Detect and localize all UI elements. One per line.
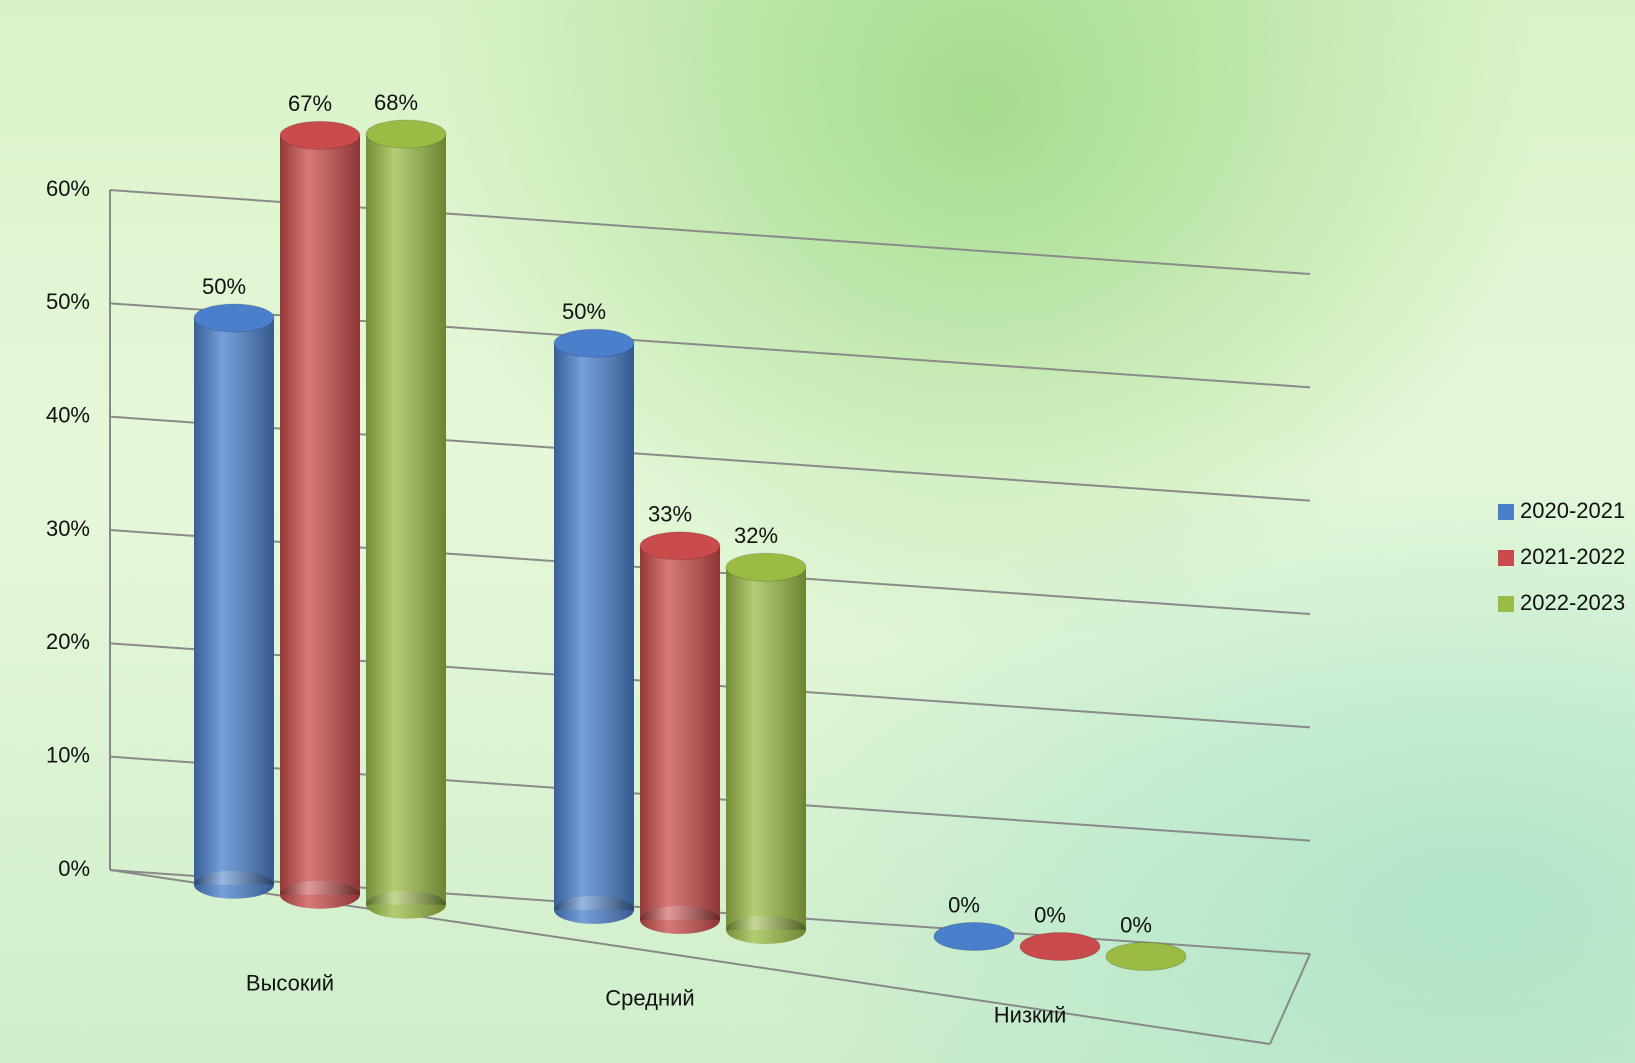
y-tick-label: 30%: [46, 516, 90, 541]
data-label: 50%: [202, 274, 246, 299]
cylinder-top: [640, 532, 720, 560]
data-label: 68%: [374, 90, 418, 115]
x-tick-label: Высокий: [246, 971, 334, 996]
cylinder: [640, 532, 720, 934]
cylinder-shade-bottom: [194, 871, 274, 899]
cylinder-shade-bottom: [640, 906, 720, 934]
legend-swatch: [1498, 596, 1514, 612]
cylinder: [194, 304, 274, 899]
floor-edge: [1270, 954, 1310, 1044]
cylinder-shade: [726, 567, 806, 930]
data-label: 33%: [648, 502, 692, 527]
x-tick-label: Средний: [605, 986, 694, 1011]
cylinder-top: [366, 120, 446, 148]
y-tick-label: 60%: [46, 176, 90, 201]
cylinder-top: [934, 923, 1014, 951]
y-tick-label: 40%: [46, 402, 90, 427]
data-label: 67%: [288, 91, 332, 116]
cylinder-shade-bottom: [280, 881, 360, 909]
cylinder: [1106, 943, 1186, 971]
data-label: 50%: [562, 299, 606, 324]
y-tick-label: 10%: [46, 742, 90, 767]
cylinder-top: [1020, 933, 1100, 961]
cylinder-shade: [366, 134, 446, 905]
y-tick-label: 20%: [46, 629, 90, 654]
legend-label: 2022-2023: [1520, 590, 1625, 615]
legend-label: 2020-2021: [1520, 498, 1625, 523]
data-label: 0%: [1034, 902, 1066, 927]
cylinder-top: [554, 329, 634, 357]
cylinder: [934, 923, 1014, 951]
cylinder: [554, 329, 634, 924]
page: {"chart_data": {"type": "bar3d", "catego…: [0, 0, 1635, 1063]
cylinder-shade: [194, 318, 274, 885]
cylinder-shade: [554, 343, 634, 910]
legend-swatch: [1498, 504, 1514, 520]
data-label: 0%: [948, 892, 980, 917]
cylinder: [366, 120, 446, 919]
chart: 0% 10% 20% 30% 40% 50% 60% Высокий 50% 67% 68% Сред…: [0, 0, 1635, 1063]
cylinder-shade: [280, 135, 360, 894]
x-tick-label: Низкий: [994, 1002, 1066, 1027]
cylinder-top: [726, 553, 806, 581]
data-label: 32%: [734, 523, 778, 548]
cylinder-shade-bottom: [726, 916, 806, 944]
cylinder: [726, 553, 806, 944]
cylinder-top: [194, 304, 274, 332]
cylinder: [280, 121, 360, 908]
cylinder-shade-bottom: [554, 896, 634, 924]
cylinder: [1020, 933, 1100, 961]
y-tick-label: 50%: [46, 289, 90, 314]
cylinder-top: [280, 121, 360, 149]
cylinder-shade-bottom: [366, 891, 446, 919]
data-label: 0%: [1120, 912, 1152, 937]
cylinder-shade: [640, 546, 720, 920]
cylinder-top: [1106, 943, 1186, 971]
legend-label: 2021-2022: [1520, 544, 1625, 569]
legend-swatch: [1498, 550, 1514, 566]
y-tick-label: 0%: [58, 856, 90, 881]
